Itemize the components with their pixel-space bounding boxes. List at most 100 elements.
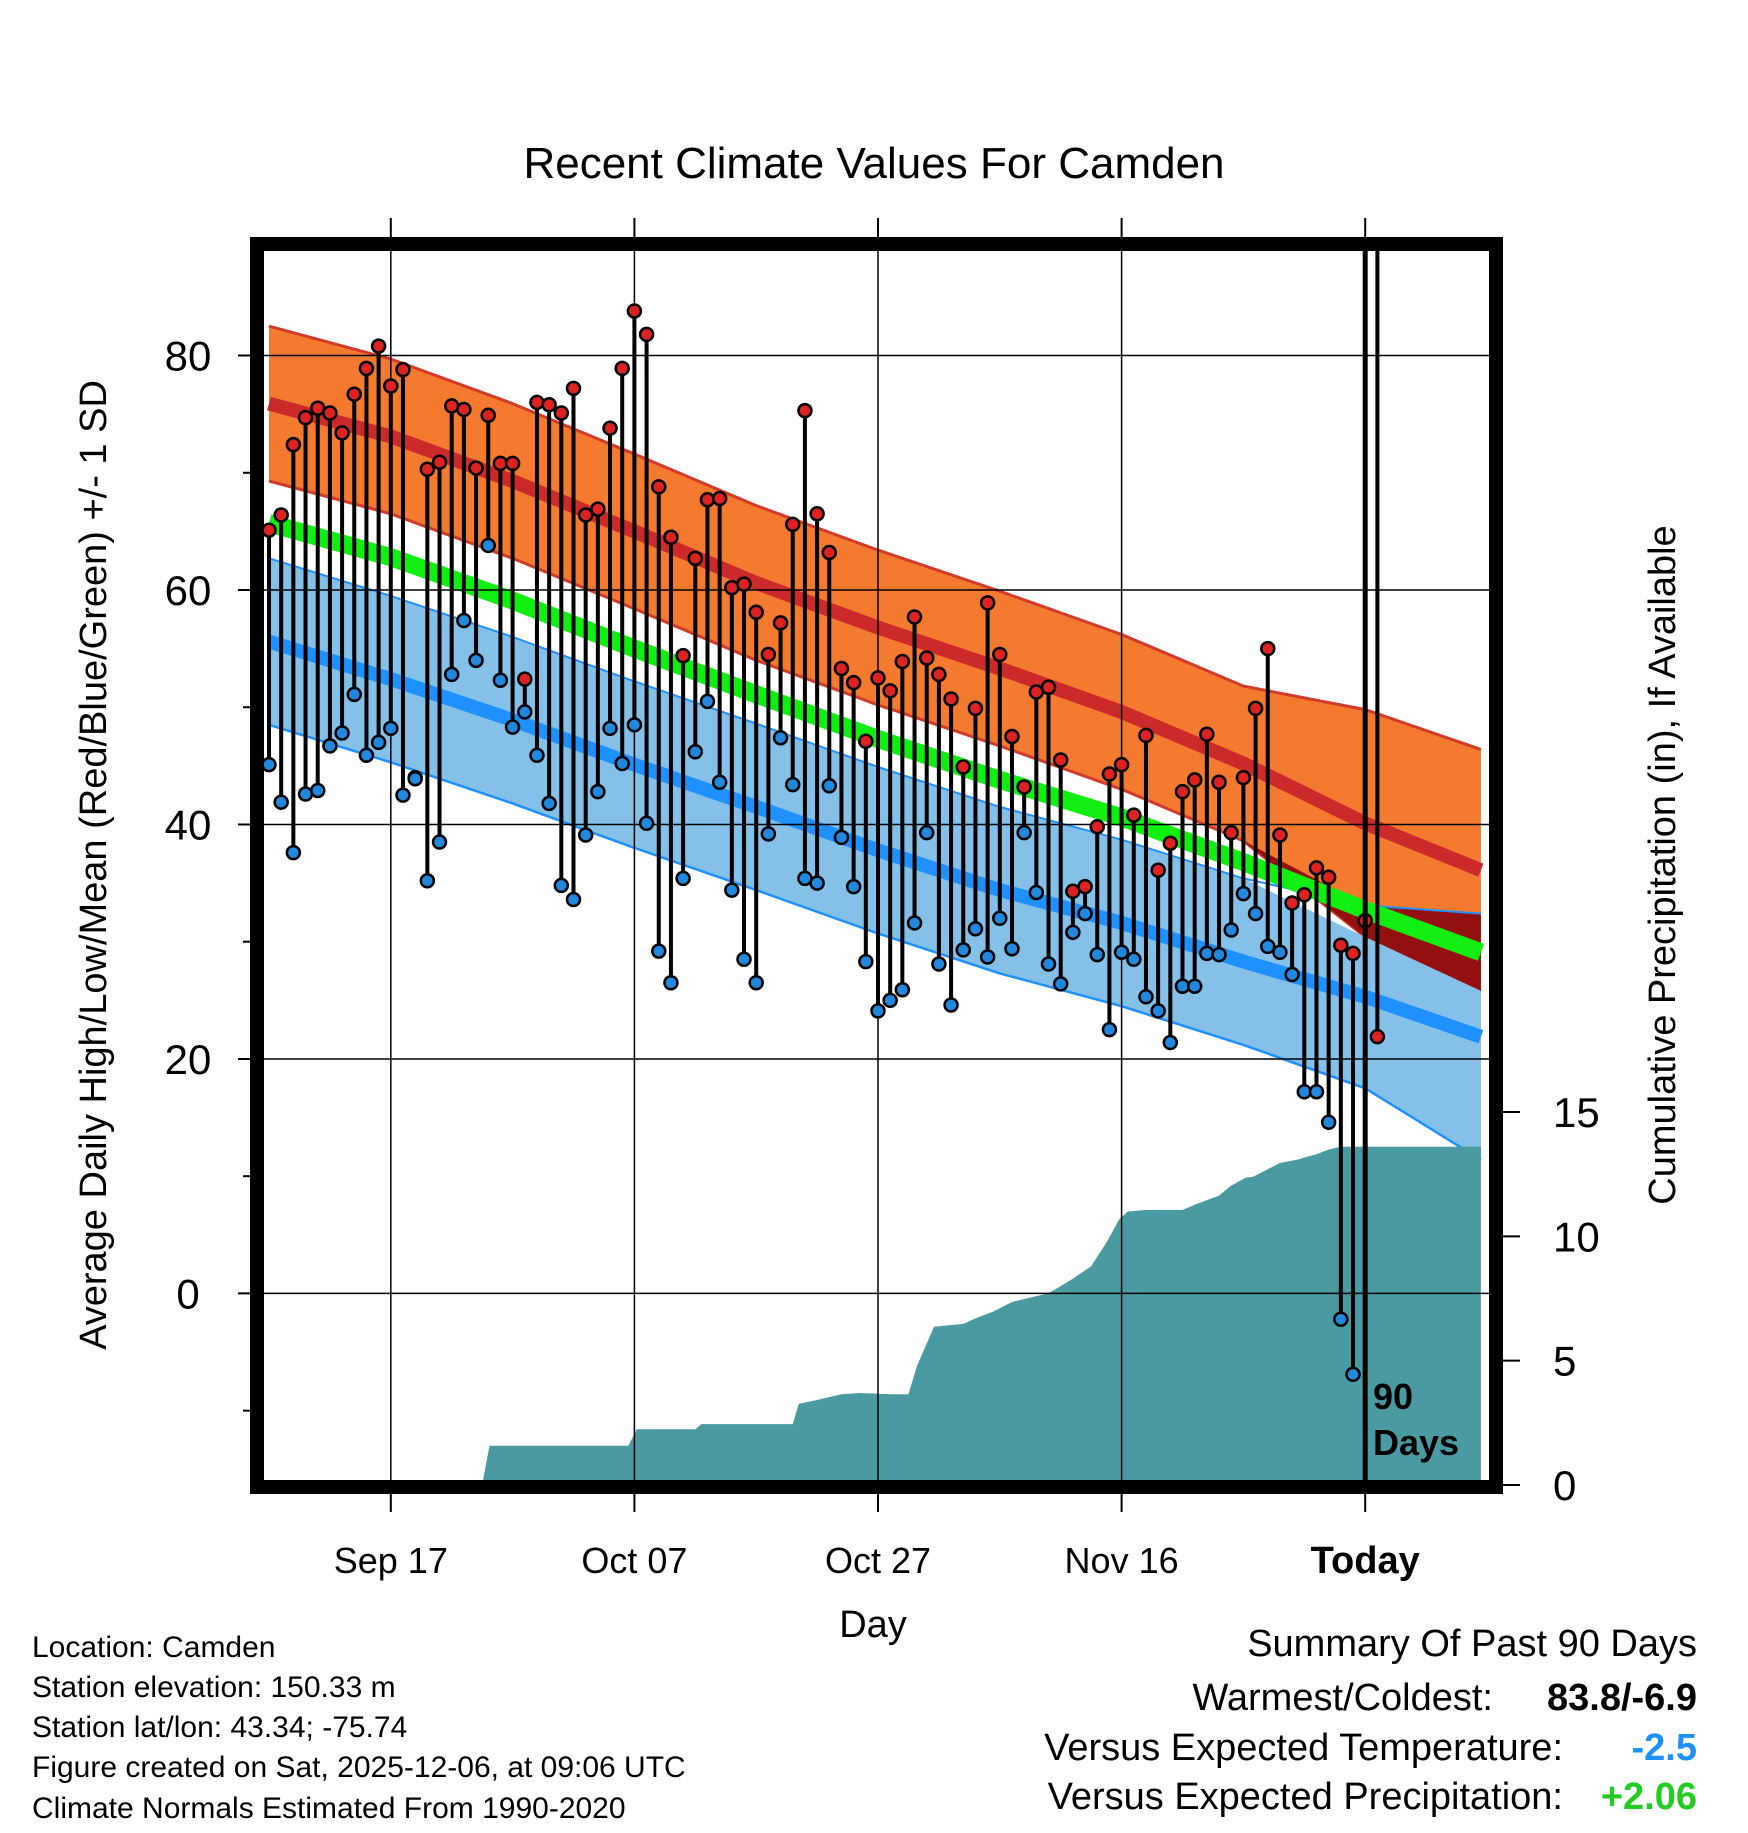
daily-high-point (602, 420, 618, 436)
x-tick-label: Sep 17 (334, 1540, 448, 1581)
daily-low-point (273, 794, 289, 810)
daily-low-point (1101, 1021, 1118, 1038)
daily-high-point (1040, 679, 1057, 696)
y2-tick-label: 0 (1553, 1462, 1576, 1509)
daily-low-point (553, 877, 570, 894)
daily-high-point (931, 666, 947, 683)
daily-high-point (845, 674, 862, 691)
daily-low-point (346, 686, 363, 703)
daily-high-point (626, 303, 643, 319)
x-tick-label: Oct 27 (825, 1540, 931, 1581)
daily-low-point (285, 844, 302, 861)
daily-low-point (1260, 938, 1276, 955)
daily-low-point (992, 910, 1008, 927)
daily-high-point (1223, 824, 1239, 841)
daily-low-point (1359, 0, 1372, 7)
daily-low-point (1089, 946, 1105, 963)
daily-low-point (322, 738, 338, 754)
daily-high-point (346, 386, 363, 402)
daily-high-point (480, 407, 496, 424)
daily-low-point (1320, 1114, 1337, 1131)
footer-location: Location: Camden (32, 1631, 276, 1664)
daily-high-point (906, 609, 923, 625)
daily-low-point (772, 729, 789, 746)
daily-high-point (1308, 860, 1325, 876)
daily-low-point (614, 755, 630, 772)
daily-high-point (334, 425, 350, 441)
daily-high-point (1369, 1028, 1386, 1045)
daily-high-point (358, 360, 375, 377)
daily-high-point (419, 461, 436, 477)
summary-temp-value: -2.5 (1632, 1727, 1697, 1769)
daily-low-point (1126, 951, 1142, 968)
footer-elevation: Station elevation: 150.33 m (32, 1671, 396, 1704)
daily-high-point (833, 660, 850, 677)
daily-low-point (870, 1003, 886, 1019)
daily-high-point (858, 733, 874, 749)
daily-high-point (456, 401, 472, 418)
y-tick-label: 80 (165, 333, 212, 380)
daily-high-point (663, 529, 679, 545)
daily-low-point (784, 776, 801, 793)
daily-high-point (1296, 887, 1313, 903)
daily-low-point (468, 652, 484, 669)
daily-high-point (870, 670, 886, 686)
daily-high-point (468, 460, 484, 476)
daily-low-point (1186, 978, 1203, 995)
cumulative-precip-area (482, 1146, 1481, 1481)
daily-low-point (1077, 905, 1093, 922)
daily-low-point (504, 719, 521, 735)
today-marker-label-2: Days (1373, 1422, 1459, 1463)
daily-high-point (894, 653, 911, 670)
daily-low-point (894, 982, 911, 998)
daily-low-point (577, 827, 594, 843)
daily-low-point (675, 870, 691, 887)
daily-low-point (626, 717, 643, 733)
plot-area (263, 0, 1490, 1481)
daily-low-point (1211, 946, 1227, 963)
daily-high-point (1345, 945, 1361, 962)
daily-low-point (480, 537, 496, 554)
axes: 80 60 40 20 0 15 10 5 0 Sep 17 Oct 07 Oct 27 Nov 16 T… (165, 218, 1600, 1582)
daily-low-point (955, 942, 972, 958)
daily-low-point (638, 815, 655, 832)
daily-high-point (1016, 779, 1032, 795)
daily-high-point (1320, 869, 1337, 885)
daily-low-point (1016, 824, 1032, 841)
y2-tick-label: 15 (1553, 1089, 1600, 1136)
daily-low-point (651, 943, 667, 959)
daily-low-point (967, 921, 984, 937)
daily-low-point (1113, 944, 1130, 961)
daily-low-point (1223, 922, 1239, 938)
daily-low-point (602, 720, 618, 737)
y-tick-label: 20 (165, 1036, 212, 1083)
daily-high-point (992, 646, 1008, 663)
daily-low-point (1371, 0, 1384, 7)
daily-low-point (1065, 924, 1081, 941)
daily-low-point (979, 949, 996, 965)
daily-high-point (431, 454, 448, 470)
daily-high-point (1333, 937, 1349, 953)
daily-low-point (833, 829, 850, 846)
daily-low-point (443, 666, 460, 683)
summary-heading: Summary Of Past 90 Days (1247, 1623, 1697, 1665)
daily-low-point (931, 956, 947, 972)
daily-low-point (736, 951, 752, 968)
today-marker-label-1: 90 (1373, 1376, 1413, 1417)
observations (263, 0, 1386, 1383)
daily-high-point (565, 380, 582, 397)
x-axis-label: Day (839, 1604, 907, 1646)
daily-low-point (1040, 956, 1057, 972)
daily-low-point (395, 787, 411, 803)
daily-high-point (772, 615, 789, 631)
daily-low-point (590, 783, 606, 800)
daily-low-point (1272, 944, 1288, 961)
daily-high-point (882, 683, 898, 699)
daily-low-point (1150, 1003, 1166, 1019)
daily-high-point (1162, 835, 1179, 851)
daily-low-point (1333, 1311, 1349, 1327)
daily-high-point (370, 338, 387, 354)
daily-high-point (638, 326, 655, 343)
daily-high-point (529, 394, 545, 411)
daily-low-point (760, 826, 777, 842)
